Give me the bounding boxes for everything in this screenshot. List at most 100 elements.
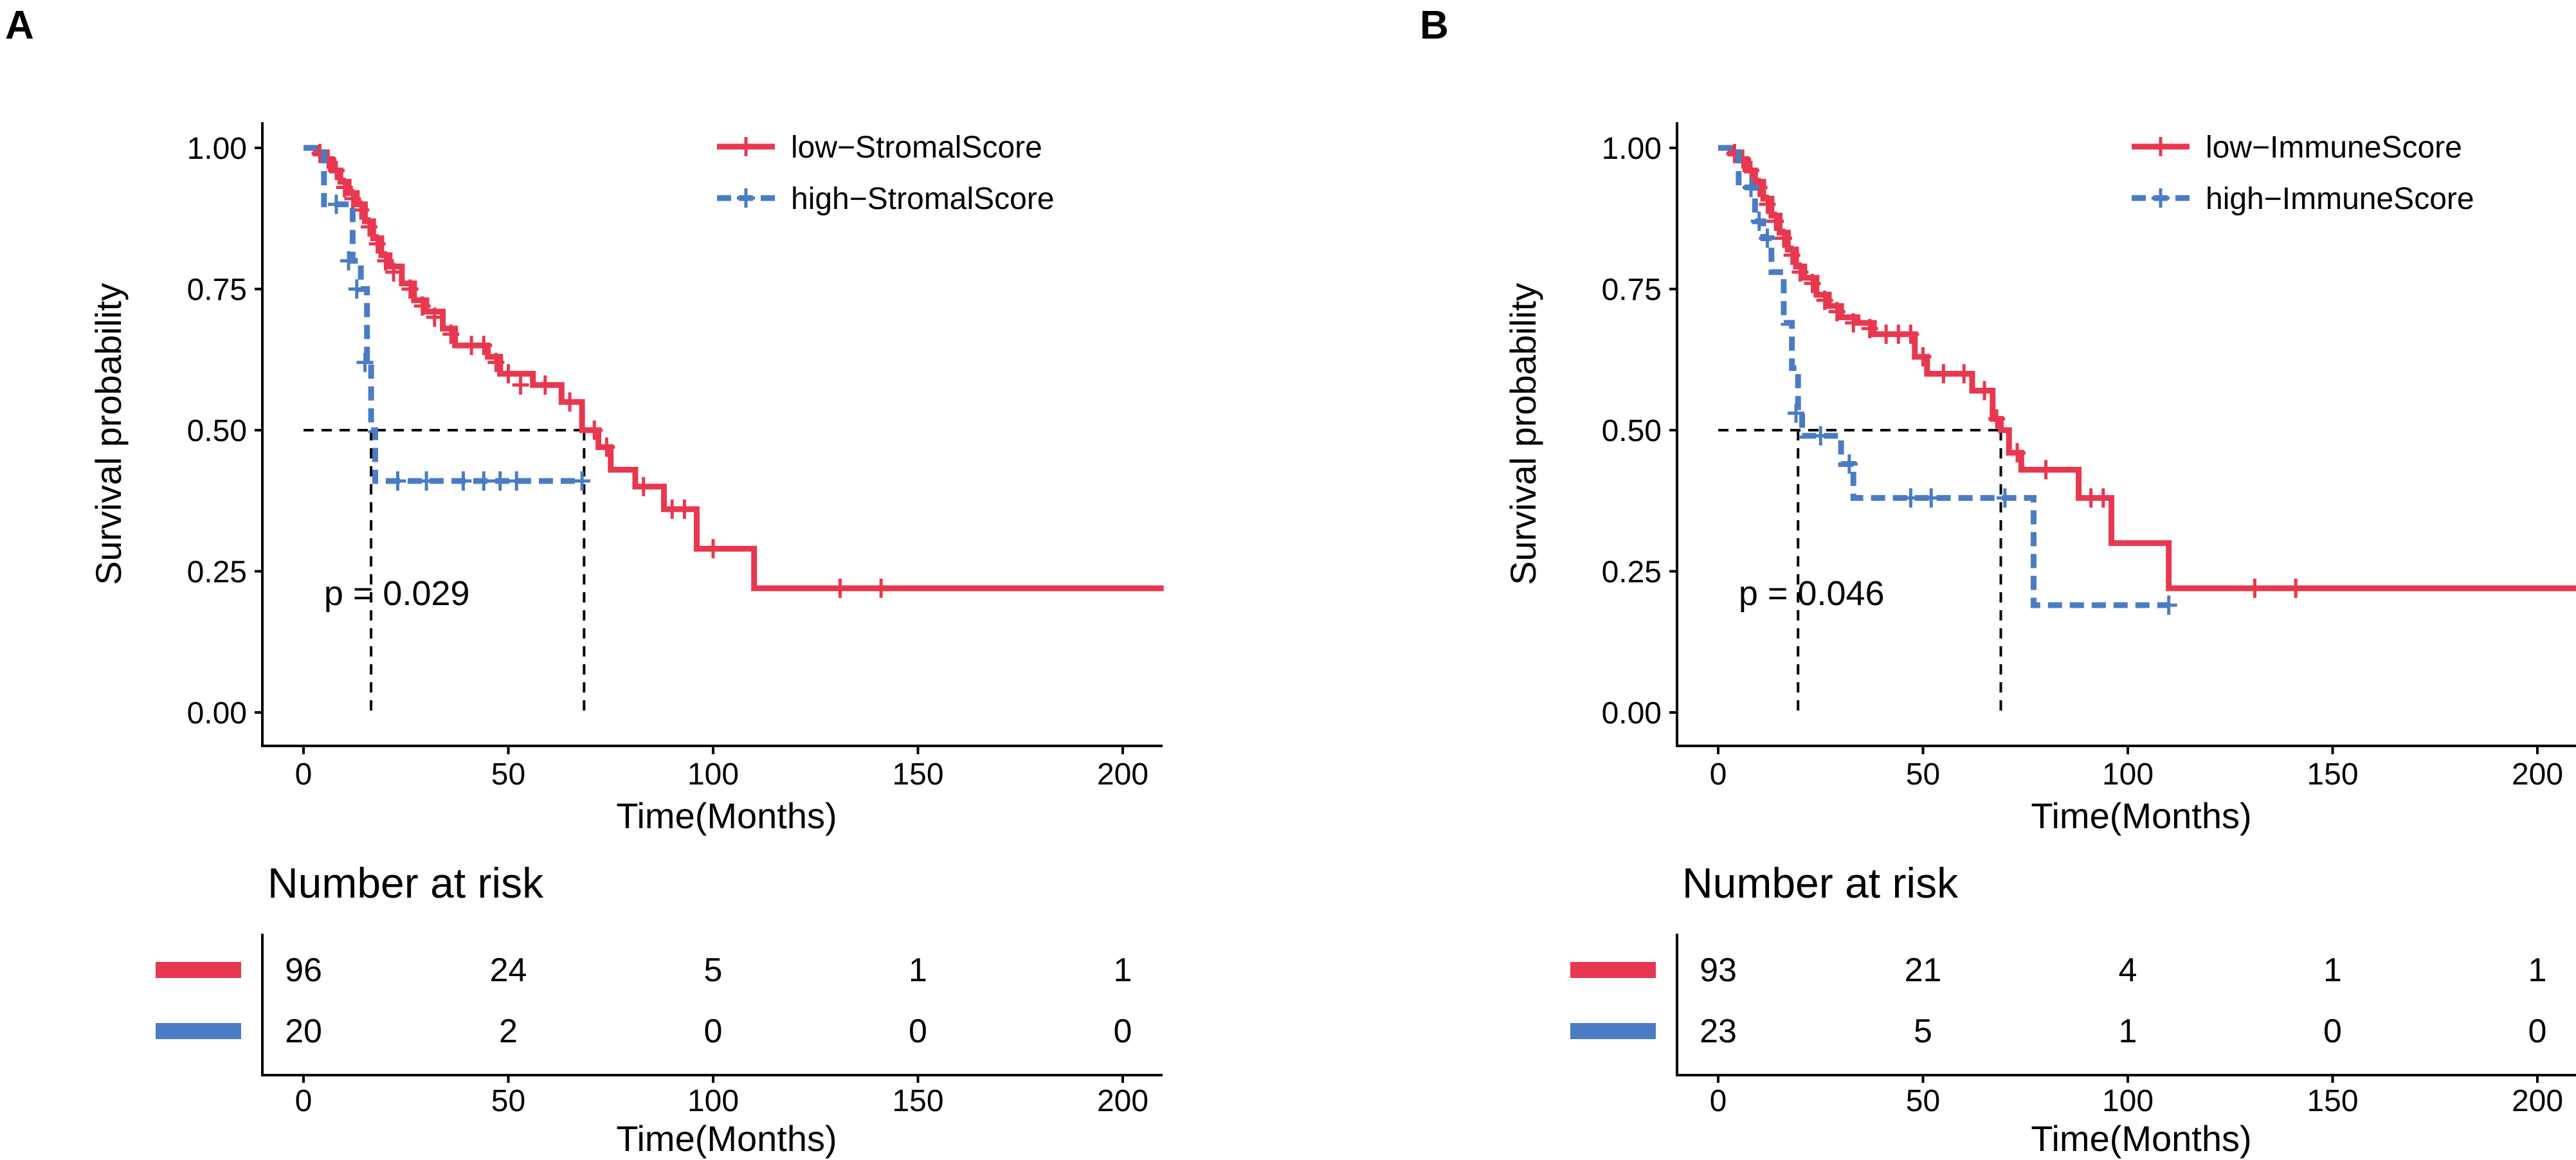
risk-x-tick-label: 150 xyxy=(2307,1084,2358,1118)
risk-count: 0 xyxy=(909,1013,927,1050)
risk-count: 5 xyxy=(1914,1013,1932,1050)
censor-mark xyxy=(586,421,603,440)
risk-row-color-key xyxy=(1570,1023,1656,1039)
censor-mark xyxy=(1935,364,1952,384)
censor-mark xyxy=(1923,488,1940,508)
legend-label: high−StromalScore xyxy=(791,182,1055,216)
y-tick-label: 0.50 xyxy=(1602,414,1662,448)
censor-mark xyxy=(340,251,358,271)
censor-mark xyxy=(1791,262,1809,282)
x-tick-label: 50 xyxy=(1906,757,1940,792)
censor-mark xyxy=(344,189,361,209)
risk-count: 23 xyxy=(1700,1013,1737,1050)
risk-count: 4 xyxy=(2119,952,2137,989)
censor-mark xyxy=(574,471,591,491)
legend-label: low−StromalScore xyxy=(791,131,1042,165)
censor-mark xyxy=(512,375,529,395)
censor-mark xyxy=(1902,324,1919,344)
censor-mark xyxy=(348,279,365,299)
censor-mark xyxy=(2037,460,2054,480)
censor-mark xyxy=(2094,488,2112,508)
risk-x-axis-title: Time(Months) xyxy=(616,1118,837,1159)
censor-mark xyxy=(1767,212,1784,231)
risk-x-tick-label: 200 xyxy=(2512,1084,2563,1118)
risk-row-color-key xyxy=(156,1023,241,1039)
censor-mark xyxy=(377,251,394,271)
y-axis-title: Survival probability xyxy=(88,283,129,585)
risk-count: 0 xyxy=(2323,1013,2342,1050)
risk-x-axis-title: Time(Months) xyxy=(2031,1118,2251,1159)
legend-key-censor-mark xyxy=(737,137,755,156)
risk-count: 0 xyxy=(1114,1013,1132,1050)
risk-table-title: Number at risk xyxy=(268,859,544,907)
censor-mark xyxy=(676,499,693,519)
km-panel-a: A0.000.250.500.751.000 50 100 150 200Time(Mo… xyxy=(5,3,1164,1159)
censor-mark xyxy=(831,578,849,598)
risk-count: 1 xyxy=(2323,952,2342,989)
risk-count: 1 xyxy=(2119,1013,2137,1050)
censor-mark xyxy=(2009,443,2026,463)
censor-mark xyxy=(1976,381,1993,401)
censor-mark xyxy=(1742,161,1759,181)
censor-mark xyxy=(1783,245,1800,265)
censor-mark xyxy=(1828,302,1846,322)
censor-mark xyxy=(2246,578,2263,598)
censor-mark xyxy=(2160,595,2177,615)
x-tick-label: 100 xyxy=(687,757,739,792)
risk-count: 2 xyxy=(499,1013,518,1050)
risk-x-tick-label: 200 xyxy=(1097,1084,1148,1118)
censor-mark xyxy=(561,392,579,412)
y-axis-title: Survival probability xyxy=(1503,283,1543,585)
censor-mark xyxy=(1988,409,2006,429)
censor-mark xyxy=(368,234,386,254)
censor-mark xyxy=(327,194,345,214)
risk-count: 1 xyxy=(1114,952,1132,989)
risk-count: 5 xyxy=(704,952,723,989)
risk-x-tick-label: 50 xyxy=(491,1084,525,1118)
censor-mark xyxy=(1750,212,1768,231)
censor-mark xyxy=(491,471,509,491)
risk-x-tick-label: 100 xyxy=(2102,1084,2154,1118)
legend-key-censor-mark xyxy=(2152,188,2170,208)
risk-count: 21 xyxy=(1905,952,1942,989)
censor-mark xyxy=(508,471,525,491)
y-tick-label: 0.50 xyxy=(187,414,247,448)
x-tick-label: 150 xyxy=(2307,757,2358,792)
censor-mark xyxy=(598,437,615,457)
x-tick-label: 150 xyxy=(892,757,943,792)
censor-mark xyxy=(385,262,403,282)
risk-count: 0 xyxy=(2528,1013,2547,1050)
x-tick-label: 100 xyxy=(2102,757,2154,792)
y-tick-label: 0.00 xyxy=(1602,696,1662,730)
censor-mark xyxy=(475,336,493,356)
legend-key-censor-mark xyxy=(2152,137,2170,156)
x-tick-label: 200 xyxy=(2512,757,2563,792)
censor-mark xyxy=(389,471,406,491)
risk-count: 93 xyxy=(1700,952,1737,989)
legend-label: high−ImmuneScore xyxy=(2206,182,2474,216)
censor-mark xyxy=(536,375,554,395)
censor-mark xyxy=(475,471,493,491)
y-tick-label: 0.25 xyxy=(1602,556,1662,590)
censor-mark xyxy=(413,296,431,316)
risk-row-color-key xyxy=(156,962,241,978)
x-tick-label: 50 xyxy=(491,757,525,792)
p-value-text: p = 0.046 xyxy=(1739,574,1885,613)
y-tick-label: 0.75 xyxy=(1602,273,1662,307)
censor-mark xyxy=(336,177,353,197)
risk-x-tick-label: 50 xyxy=(1906,1084,1940,1118)
x-axis-title: Time(Months) xyxy=(616,795,837,836)
censor-mark xyxy=(401,279,419,299)
panel-label: B xyxy=(1420,3,1449,48)
censor-mark xyxy=(455,471,472,491)
censor-mark xyxy=(705,539,721,559)
censor-mark xyxy=(1861,318,1878,338)
censor-mark xyxy=(327,161,345,181)
risk-count: 96 xyxy=(285,952,322,989)
risk-table-title: Number at risk xyxy=(1682,859,1959,907)
censor-mark xyxy=(1742,177,1759,197)
x-tick-label: 0 xyxy=(295,757,313,792)
risk-count: 1 xyxy=(2528,952,2547,989)
censor-mark xyxy=(1759,228,1776,248)
